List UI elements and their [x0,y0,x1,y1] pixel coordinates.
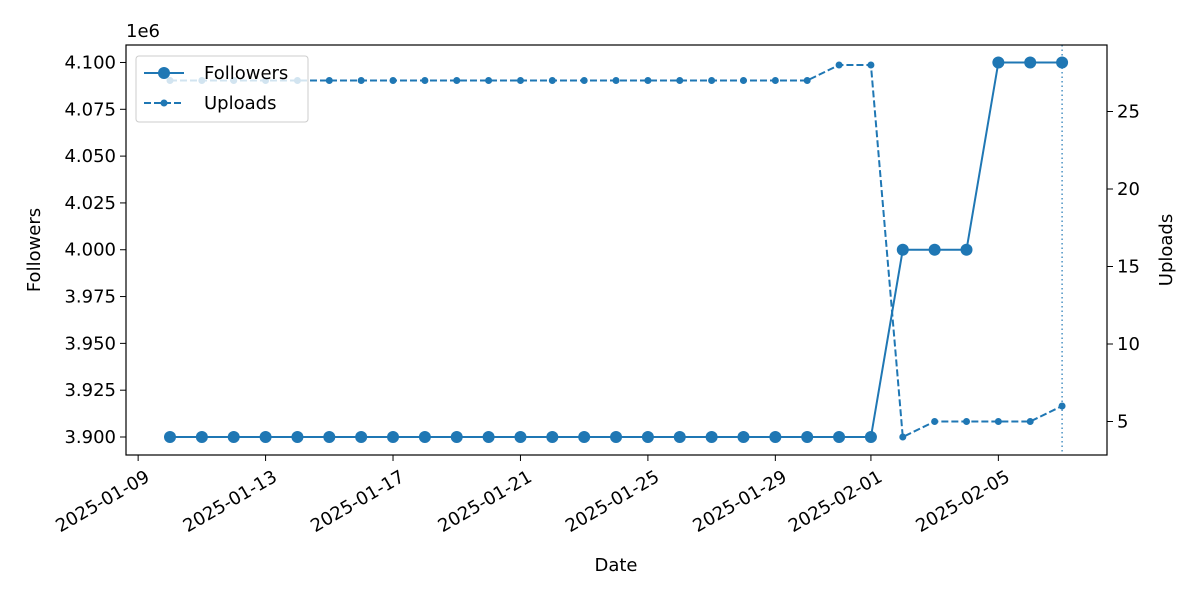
followers-point-5 [323,431,336,443]
right-y-axis: 5 10 15 20 25 [1107,102,1140,433]
followers-point-9 [450,431,463,443]
uploads-point-13 [580,77,588,84]
legend-followers-label: Followers [204,63,288,84]
uploads-point-6 [357,77,365,84]
left-y-tick-label-5: 4.025 [64,193,116,214]
uploads-point-7 [389,77,397,84]
followers-point-15 [641,431,654,443]
left-y-axis: 3.900 3.925 3.950 3.975 4.000 4.025 4.050 4.075… [64,52,126,448]
right-y-tick-label-4: 25 [1117,102,1140,123]
followers-point-10 [482,431,495,443]
followers-point-8 [418,431,431,443]
uploads-point-8 [421,77,429,84]
followers-point-19 [769,431,782,443]
right-y-axis-label: Uploads [1156,214,1177,286]
x-tick-label-4: 2025-01-25 [562,466,663,536]
followers-point-14 [610,431,623,443]
uploads-point-27 [1026,418,1034,425]
followers-point-27 [1024,56,1037,69]
uploads-point-12 [548,77,556,84]
followers-point-2 [227,431,240,443]
legend-uploads-label: Uploads [204,93,276,114]
x-tick-label-5: 2025-01-29 [689,466,790,536]
x-axis-label: Date [594,555,637,576]
followers-point-7 [387,431,400,443]
uploads-point-20 [803,77,811,84]
followers-point-25 [960,243,973,256]
right-y-tick-label-1: 10 [1117,334,1140,355]
uploads-point-23 [899,433,907,441]
followers-point-11 [514,431,527,443]
uploads-point-28 [1058,402,1066,410]
left-y-tick-label-6: 4.050 [64,146,116,167]
plot-series [164,45,1069,455]
followers-point-26 [992,56,1005,69]
uploads-point-18 [739,77,747,84]
followers-point-18 [737,431,750,443]
followers-point-3 [259,431,272,443]
followers-point-13 [578,431,591,443]
left-y-tick-label-2: 3.950 [64,333,116,354]
followers-point-28 [1056,56,1069,69]
legend: Followers Uploads [135,55,309,123]
uploads-point-19 [771,77,779,84]
legend-followers-marker [158,67,170,79]
followers-point-4 [291,431,304,443]
followers-point-12 [546,431,559,443]
uploads-point-14 [612,77,620,84]
uploads-point-24 [931,418,939,425]
right-y-tick-label-3: 20 [1117,179,1140,200]
followers-point-1 [195,431,208,443]
uploads-point-5 [325,77,333,84]
right-y-tick-label-2: 15 [1117,257,1140,278]
followers-point-20 [801,431,814,443]
x-tick-label-3: 2025-01-21 [435,466,536,536]
followers-point-16 [673,431,686,443]
right-y-tick-label-0: 5 [1117,412,1128,433]
left-y-tick-label-1: 3.925 [64,380,116,401]
uploads-point-17 [708,77,716,84]
uploads-point-16 [676,77,684,84]
uploads-point-21 [835,61,843,69]
legend-uploads-marker [160,99,168,107]
left-y-tick-label-0: 3.900 [64,427,116,448]
x-tick-label-1: 2025-01-13 [180,466,281,536]
x-tick-label-7: 2025-02-05 [912,466,1013,536]
uploads-point-11 [516,77,524,84]
uploads-point-10 [485,77,493,84]
followers-point-21 [833,431,846,443]
uploads-point-26 [994,418,1002,425]
followers-point-23 [896,243,909,256]
uploads-point-9 [453,77,461,84]
followers-point-6 [355,431,368,443]
x-axis: 2025-01-09 2025-01-13 2025-01-17 2025-01-21… [52,455,1014,537]
left-y-tick-label-8: 4.100 [64,52,116,73]
left-y-tick-label-3: 3.975 [64,287,116,308]
left-y-axis-label: Followers [24,208,45,292]
x-tick-label-2: 2025-01-17 [307,466,408,536]
followers-point-24 [928,243,941,256]
uploads-point-22 [867,61,875,69]
x-tick-label-0: 2025-01-09 [52,466,153,536]
followers-point-0 [164,431,176,443]
followers-point-22 [864,431,877,443]
uploads-point-15 [644,77,652,84]
left-axis-offset-label: 1e6 [126,21,160,42]
followers-point-17 [705,431,718,443]
x-tick-label-6: 2025-02-01 [785,466,886,536]
left-y-tick-label-4: 4.000 [64,240,116,261]
uploads-point-25 [963,418,970,425]
left-y-tick-label-7: 4.075 [64,99,116,120]
